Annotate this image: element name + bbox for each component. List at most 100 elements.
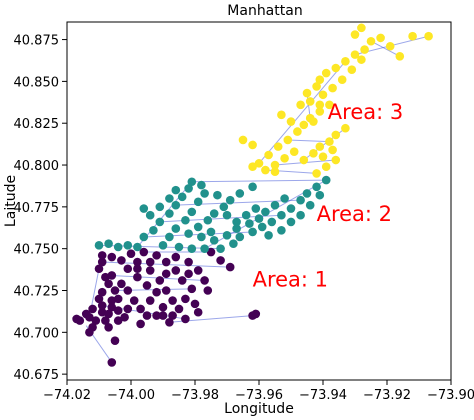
data-point-area-1-18 xyxy=(113,294,123,304)
data-point-area-2-59 xyxy=(264,230,273,240)
data-point-area-1-76 xyxy=(133,264,142,274)
data-point-area-3-23 xyxy=(248,140,257,150)
data-point-area-1-9 xyxy=(104,309,113,319)
annotation-area-3: Area: 3 xyxy=(328,100,403,124)
data-point-area-2-28 xyxy=(257,222,267,232)
data-point-area-3-47 xyxy=(296,100,305,110)
data-point-area-1-32 xyxy=(152,287,161,297)
data-point-area-2-34 xyxy=(312,182,321,192)
data-point-area-3-33 xyxy=(321,68,331,78)
x-axis-label: Longitude xyxy=(224,401,294,417)
y-tick-label-3: 40.750 xyxy=(14,243,60,258)
data-point-area-1-67 xyxy=(168,311,177,320)
data-point-area-2-6 xyxy=(149,225,158,235)
data-point-area-1-60 xyxy=(181,314,190,324)
data-point-area-2-26 xyxy=(235,232,245,242)
data-point-area-1-58 xyxy=(190,299,200,309)
data-point-area-1-38 xyxy=(145,266,155,275)
data-point-area-3-52 xyxy=(357,23,366,33)
data-point-area-1-23 xyxy=(97,257,107,267)
data-point-area-1-29 xyxy=(142,311,152,320)
data-point-area-1-13 xyxy=(97,287,107,297)
data-point-area-2-20 xyxy=(158,241,168,250)
data-point-area-2-41 xyxy=(232,224,241,233)
data-point-area-3-15 xyxy=(331,155,341,165)
data-point-area-2-55 xyxy=(232,217,241,227)
data-point-area-3-46 xyxy=(277,110,286,120)
data-point-area-3-19 xyxy=(328,145,337,155)
data-point-area-2-1 xyxy=(104,239,113,248)
data-point-area-1-36 xyxy=(117,256,126,265)
data-point-area-1-28 xyxy=(136,304,145,314)
data-point-area-2-48 xyxy=(209,209,219,218)
data-point-area-1-5 xyxy=(104,323,113,332)
data-point-area-1-7 xyxy=(88,304,97,314)
data-point-area-1-75 xyxy=(81,309,91,319)
y-tick-label-7: 40.850 xyxy=(14,75,60,90)
cluster-area-3 xyxy=(238,23,433,178)
y-axis: 40.675 40.700 40.725 40.750 40.775 40.800 40.8… xyxy=(14,34,67,383)
chart-title: Manhattan xyxy=(227,3,302,19)
data-point-area-2-60 xyxy=(277,225,286,235)
data-point-area-1-16 xyxy=(120,312,129,322)
plot-area: Area: 1 Area: 2 Area: 3 xyxy=(72,23,433,367)
axes-frame xyxy=(66,21,452,381)
data-point-area-2-4 xyxy=(133,242,142,252)
annotation-area-1: Area: 1 xyxy=(253,267,328,291)
data-point-area-1-44 xyxy=(187,284,197,294)
data-point-area-1-53 xyxy=(171,252,181,262)
data-point-area-2-57 xyxy=(251,204,261,213)
data-point-area-2-63 xyxy=(305,200,315,210)
data-point-area-2-25 xyxy=(229,239,238,248)
data-point-area-2-35 xyxy=(321,175,331,185)
data-point-area-2-15 xyxy=(193,197,203,207)
data-point-area-3-11 xyxy=(315,142,325,151)
data-point-area-3-18 xyxy=(318,152,328,161)
data-point-area-1-40 xyxy=(161,286,171,295)
data-point-area-3-39 xyxy=(376,33,385,43)
data-point-area-1-55 xyxy=(193,266,203,275)
data-point-area-2-5 xyxy=(139,232,149,242)
data-point-area-3-27 xyxy=(248,162,257,172)
data-point-area-3-25 xyxy=(261,165,270,175)
data-point-area-2-22 xyxy=(187,244,197,253)
data-point-area-1-73 xyxy=(248,311,257,320)
data-point-area-1-8 xyxy=(97,301,107,310)
data-point-area-3-20 xyxy=(280,154,289,163)
data-point-area-3-54 xyxy=(309,117,318,126)
data-point-area-3-14 xyxy=(341,123,350,133)
data-point-area-2-47 xyxy=(203,215,213,225)
data-point-area-2-44 xyxy=(197,232,206,242)
data-point-area-2-3 xyxy=(123,241,133,250)
data-point-area-1-47 xyxy=(161,257,171,267)
data-point-area-1-66 xyxy=(225,262,235,272)
data-point-area-1-1 xyxy=(91,316,101,325)
data-point-area-3-3 xyxy=(283,135,293,145)
data-point-area-1-19 xyxy=(110,286,120,295)
edge-line-area-3-7 xyxy=(287,139,330,143)
data-point-area-1-17 xyxy=(123,304,133,314)
data-point-area-2-62 xyxy=(296,210,305,220)
data-point-area-3-40 xyxy=(385,41,395,51)
data-point-area-1-43 xyxy=(181,294,190,304)
data-point-area-3-43 xyxy=(347,65,357,74)
data-point-area-1-35 xyxy=(123,264,133,274)
data-point-area-2-14 xyxy=(200,189,209,198)
data-point-area-3-50 xyxy=(424,31,433,41)
data-point-area-3-35 xyxy=(341,57,350,66)
data-point-area-2-7 xyxy=(155,217,165,227)
data-point-area-1-45 xyxy=(177,276,187,285)
data-point-area-2-33 xyxy=(302,189,312,198)
data-point-area-2-61 xyxy=(286,217,296,227)
y-tick-label-5: 40.800 xyxy=(14,159,60,174)
data-point-area-1-71 xyxy=(158,311,168,320)
data-point-area-2-36 xyxy=(261,207,270,217)
data-point-area-1-49 xyxy=(139,247,149,257)
data-point-area-1-65 xyxy=(216,256,225,265)
data-point-area-1-46 xyxy=(171,266,181,275)
data-point-area-2-40 xyxy=(245,219,254,228)
data-point-area-3-17 xyxy=(312,169,321,178)
data-point-area-2-21 xyxy=(174,242,184,252)
annotation-area-2: Area: 2 xyxy=(317,202,392,226)
